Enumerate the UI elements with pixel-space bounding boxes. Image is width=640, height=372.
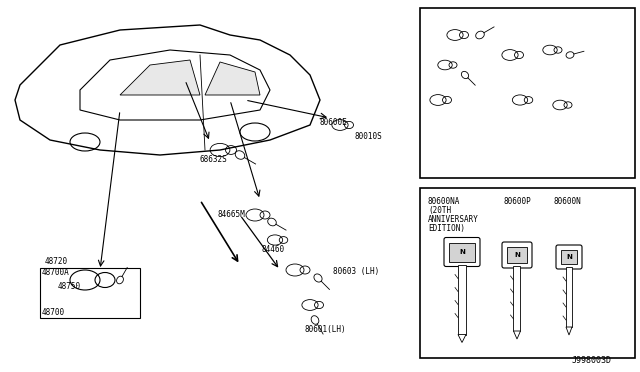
Polygon shape: [15, 25, 320, 155]
FancyBboxPatch shape: [444, 237, 480, 266]
FancyBboxPatch shape: [502, 242, 532, 268]
FancyBboxPatch shape: [556, 245, 582, 269]
Bar: [507, 247, 527, 263]
Text: 80600P: 80600P: [504, 197, 532, 206]
Text: 48700: 48700: [42, 308, 65, 317]
Bar: [458, 264, 466, 334]
Text: (20TH: (20TH: [428, 206, 451, 215]
Polygon shape: [458, 334, 466, 343]
Text: 68632S: 68632S: [200, 155, 228, 164]
Text: 84460: 84460: [262, 245, 285, 254]
Text: 80603 (LH): 80603 (LH): [333, 267, 380, 276]
Text: 80600N: 80600N: [554, 197, 582, 206]
Text: 80010S: 80010S: [355, 132, 383, 141]
Text: 80600NA: 80600NA: [428, 197, 460, 206]
Text: 48720: 48720: [45, 257, 68, 266]
Bar: [513, 266, 520, 331]
Bar: [566, 267, 572, 327]
Text: 84665M: 84665M: [218, 210, 246, 219]
Text: 80601(LH): 80601(LH): [305, 325, 347, 334]
Text: 48700A: 48700A: [42, 268, 70, 277]
Text: N: N: [514, 252, 520, 258]
Text: N: N: [459, 249, 465, 255]
Bar: [449, 243, 475, 262]
Text: J998003D: J998003D: [572, 356, 612, 365]
Polygon shape: [513, 331, 520, 339]
Bar: [420, 188, 635, 358]
Bar: [420, 8, 635, 178]
Polygon shape: [80, 50, 270, 120]
Text: 80600E: 80600E: [320, 118, 348, 127]
Text: ANNIVERSARY: ANNIVERSARY: [428, 215, 479, 224]
Polygon shape: [566, 327, 572, 335]
Text: EDITION): EDITION): [428, 224, 465, 233]
Bar: [561, 250, 577, 264]
Polygon shape: [205, 62, 260, 95]
Polygon shape: [120, 60, 200, 95]
Bar: [40, 268, 140, 318]
Text: N: N: [566, 254, 572, 260]
Text: 48750: 48750: [58, 282, 81, 291]
